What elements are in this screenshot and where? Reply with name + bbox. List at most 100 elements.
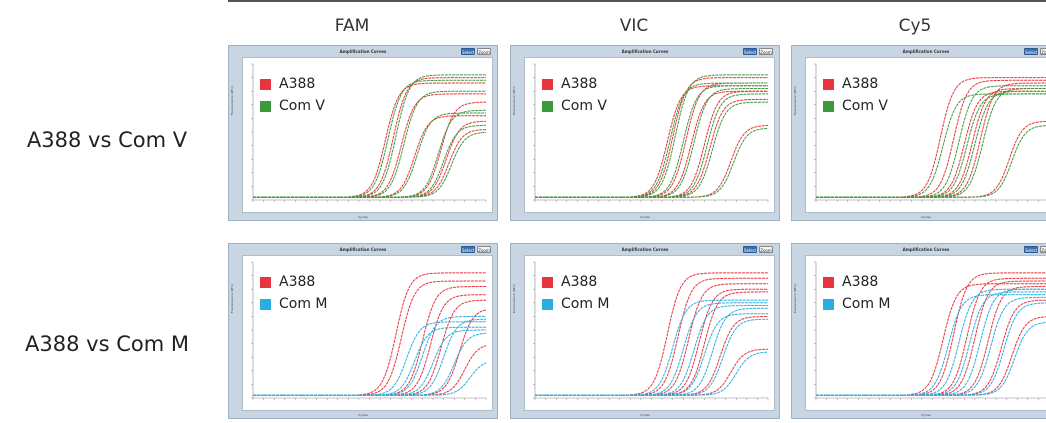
zoom-button[interactable]: Zoom [1040,48,1046,55]
amplification-curve [816,120,1046,198]
legend-item: A388 [260,73,325,95]
select-button[interactable]: Select [461,48,475,55]
legend: A388 Com V [542,73,607,117]
legend-swatch [542,276,553,288]
column-header-cy5: Cy5 [898,16,932,36]
y-axis-label: Fluorescence (RFU) [512,86,516,116]
amplification-curve [535,305,768,396]
legend-swatch [823,78,834,90]
x-axis-label: Cycles [358,413,368,417]
panel-title: Amplification Curves [621,247,669,252]
legend-swatch [260,78,271,90]
amplification-curve [253,332,487,396]
amplification-curve [535,302,768,396]
panel-title: Amplification Curves [339,247,387,252]
legend-swatch [823,276,834,288]
amplification-curve [253,362,487,396]
zoom-button[interactable]: Zoom [1040,246,1046,253]
legend-item: Com V [823,95,888,117]
x-axis-label: Cycles [358,215,368,219]
select-button[interactable]: Select [1024,246,1038,253]
legend-item: Com M [542,293,610,315]
select-button[interactable]: Select [1024,48,1038,55]
y-axis-label: Fluorescence (RFU) [512,284,516,314]
legend-swatch [260,276,271,288]
legend: A388 Com M [542,271,610,315]
legend-item: Com V [542,95,607,117]
amplification-curve [816,125,1046,198]
amplification-chart [814,63,1046,202]
legend-item: A388 [260,271,328,293]
x-axis-label: Cycles [640,215,650,219]
column-header-fam: FAM [334,16,370,36]
x-axis-label: Cycles [640,413,650,417]
amplification-curve [535,316,768,396]
legend-label: Com V [842,98,889,114]
legend-label: A388 [561,76,598,92]
legend-item: Com M [260,293,328,315]
amplification-curve [535,348,769,396]
amplification-chart [533,63,769,202]
select-button[interactable]: Select [743,48,757,55]
amplification-curve [253,318,487,396]
plot-area: A388 Com V [524,57,775,213]
panel-title: Amplification Curves [621,49,669,54]
amplification-curve [253,131,487,198]
plot-area: A388 Com M [805,255,1046,411]
row-label-com-v: A388 vs Com V [26,128,188,152]
amplification-curve [253,309,487,396]
legend-swatch [823,100,834,112]
amplification-curve [535,307,768,396]
legend-swatch [542,298,553,310]
zoom-button[interactable]: Zoom [477,48,491,55]
legend-item: Com V [260,95,325,117]
legend-swatch [542,100,553,112]
y-axis-label: Fluorescence (RFU) [793,284,797,314]
row-label-com-m: A388 vs Com M [25,332,189,356]
zoom-button[interactable]: Zoom [759,48,773,55]
amplification-curve [253,109,486,198]
amplification-curve [253,329,486,396]
amplification-curve [535,125,769,198]
legend: A388 Com V [823,73,888,117]
amplification-curve [253,112,486,198]
legend-item: A388 [542,73,607,95]
legend-label: Com M [279,296,328,312]
amplification-curve [253,321,486,396]
amplification-curve [253,124,487,198]
zoom-button[interactable]: Zoom [477,246,491,253]
panel-title: Amplification Curves [902,247,950,252]
amplification-curve [816,321,1046,396]
y-axis-label: Fluorescence (RFU) [230,284,234,314]
legend-label: A388 [842,76,879,92]
legend-label: Com V [279,98,326,114]
legend: A388 Com V [260,73,325,117]
y-axis-label: Fluorescence (RFU) [230,86,234,116]
legend-label: A388 [279,76,316,92]
legend-label: Com V [561,98,608,114]
zoom-button[interactable]: Zoom [759,246,773,253]
legend-swatch [260,100,271,112]
legend-item: A388 [542,271,610,293]
amplification-curve [535,351,769,396]
column-header-vic: VIC [619,16,649,36]
legend-label: A388 [842,274,879,290]
plot-area: A388 Com M [242,255,493,411]
legend: A388 Com M [823,271,891,315]
select-button[interactable]: Select [461,246,475,253]
plot-area: A388 Com V [242,57,493,213]
x-axis-label: Cycles [921,413,931,417]
amplification-curve [253,115,486,198]
select-button[interactable]: Select [743,246,757,253]
amplification-chart [533,261,769,400]
legend-item: A388 [823,73,888,95]
top-divider-line [228,0,1046,2]
legend-swatch [542,78,553,90]
y-axis-label: Fluorescence (RFU) [793,86,797,116]
legend: A388 Com M [260,271,328,315]
legend-swatch [260,298,271,310]
